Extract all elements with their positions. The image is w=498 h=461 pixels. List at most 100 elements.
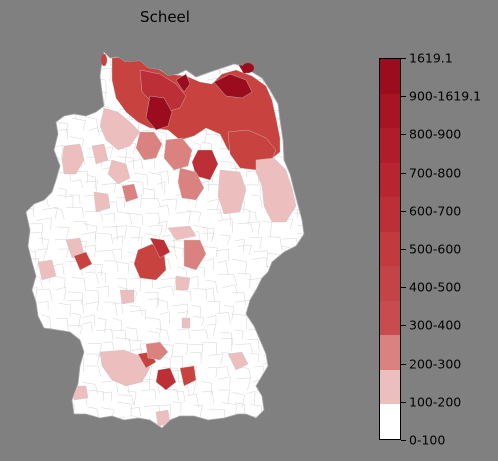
district-border: [147, 330, 160, 344]
district-border: [253, 250, 268, 261]
district-border: [291, 315, 304, 329]
district-border: [26, 95, 35, 105]
district-border: [223, 305, 235, 321]
district-border: [156, 130, 167, 143]
district-border: [36, 402, 53, 412]
district-border: [262, 220, 273, 236]
district-border: [84, 417, 97, 428]
district-border: [141, 198, 161, 208]
shaded-district: [155, 367, 177, 391]
district-border: [84, 211, 103, 221]
district-border: [298, 321, 304, 335]
district-border: [37, 414, 50, 425]
district-border: [40, 314, 51, 329]
colorbar-band: [380, 335, 400, 370]
district-border: [116, 211, 132, 225]
district-border: [126, 212, 143, 227]
district-border: [193, 404, 203, 419]
colorbar-tick: [401, 172, 406, 174]
district-border: [55, 128, 68, 140]
district-border: [246, 390, 256, 404]
shaded-district: [181, 317, 191, 329]
shaded-district: [99, 349, 151, 387]
district-border: [26, 168, 39, 183]
district-border: [36, 104, 47, 116]
colorbar-label: 100-200: [409, 394, 462, 410]
district-border: [171, 355, 183, 369]
district-border: [37, 365, 53, 377]
district-border: [103, 301, 118, 316]
colorbar-tick: [401, 287, 406, 289]
district-border: [85, 180, 98, 195]
district-border: [42, 206, 58, 220]
district-border: [68, 324, 82, 335]
district-border: [276, 298, 290, 311]
district-border: [220, 160, 238, 173]
district-border: [156, 299, 169, 311]
district-border: [69, 136, 84, 153]
district-border: [292, 167, 304, 182]
district-border: [247, 339, 260, 351]
district-border: [58, 187, 68, 199]
colorbar-tick: [401, 210, 406, 212]
district-border: [236, 377, 251, 391]
district-border: [281, 341, 297, 355]
district-border: [172, 304, 189, 313]
district-border: [160, 311, 170, 325]
district-border: [103, 212, 115, 222]
district-border: [174, 343, 189, 356]
district-border: [298, 290, 304, 303]
district-border: [51, 120, 68, 133]
district-border: [291, 63, 304, 75]
colorbar-label: 500-600: [409, 241, 462, 257]
district-border: [26, 394, 39, 407]
district-border: [57, 406, 69, 420]
district-border: [130, 236, 143, 248]
colorbar-band: [380, 162, 400, 198]
district-border: [292, 380, 304, 389]
colorbar-band: [380, 59, 400, 94]
island-region: [101, 54, 107, 66]
district-border: [291, 394, 304, 409]
district-border: [27, 362, 36, 375]
district-border: [56, 226, 70, 238]
district-border: [250, 353, 259, 363]
district-border: [117, 394, 134, 406]
district-border: [177, 266, 188, 282]
shaded-district: [167, 225, 197, 241]
district-border: [85, 272, 100, 285]
district-border: [266, 339, 278, 354]
district-border: [130, 406, 142, 422]
district-border: [37, 327, 54, 340]
colorbar-tick: [401, 96, 406, 98]
district-border: [103, 260, 119, 273]
district-border: [232, 258, 247, 276]
district-border: [201, 341, 217, 355]
district-border: [280, 414, 293, 427]
district-border: [133, 173, 148, 187]
district-border: [70, 52, 83, 67]
district-border: [264, 57, 278, 71]
district-border: [189, 344, 204, 357]
district-border: [159, 404, 171, 419]
district-border: [70, 62, 83, 73]
district-border: [43, 75, 55, 85]
district-border: [218, 274, 238, 286]
district-border: [68, 78, 83, 91]
district-border: [178, 53, 191, 67]
district-border: [208, 353, 224, 365]
colorbar-label: 200-300: [409, 356, 462, 372]
district-border: [192, 288, 207, 300]
shaded-district: [213, 73, 253, 99]
district-border: [128, 225, 141, 242]
district-border: [85, 353, 100, 365]
district-border: [72, 179, 84, 188]
district-border: [26, 121, 40, 136]
district-border: [96, 232, 113, 244]
district-border: [26, 102, 38, 114]
district-border: [283, 52, 293, 64]
district-border: [28, 231, 44, 245]
district-border: [294, 213, 304, 227]
district-border: [232, 392, 245, 408]
colorbar-band: [380, 266, 400, 301]
